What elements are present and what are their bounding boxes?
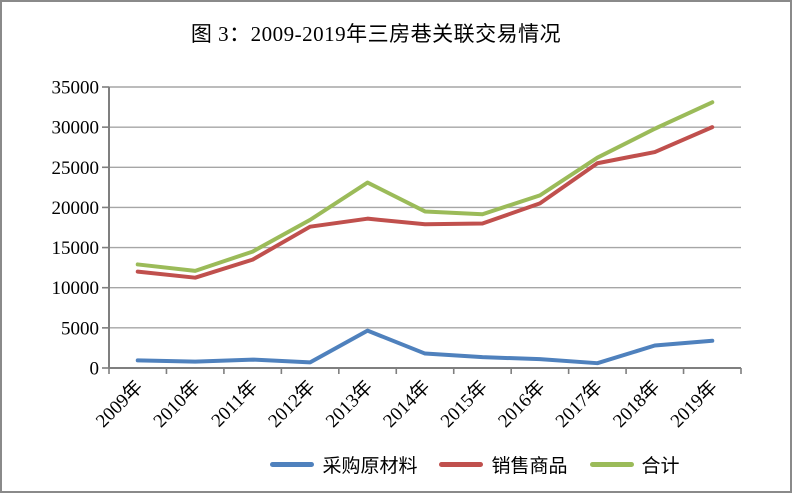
legend-marker-icon: [270, 462, 315, 467]
legend-item-2: 合计: [589, 451, 680, 478]
series-line-2: [135, 100, 715, 273]
legend-label: 合计: [641, 456, 680, 477]
x-axis-label: 2014年: [379, 376, 435, 432]
x-axis-label: 2015年: [436, 376, 492, 432]
x-axis-label: 2019年: [666, 376, 722, 432]
x-axis-label: 2017年: [551, 376, 607, 432]
series-line-0: [135, 328, 715, 366]
x-axis-label: 2012年: [264, 376, 320, 432]
legend-item-0: 采购原材料: [270, 451, 417, 478]
legend-label: 销售商品: [491, 456, 568, 477]
y-axis-label: 25000: [52, 158, 100, 179]
y-axis-label: 20000: [52, 198, 100, 219]
x-axis-label: 2018年: [608, 376, 664, 432]
y-axis-label: 0: [90, 359, 100, 380]
y-axis-label: 30000: [52, 118, 100, 139]
x-axis-label: 2011年: [207, 376, 262, 431]
legend-label: 采购原材料: [322, 456, 418, 477]
chart-title: 图 3：2009-2019年三房巷关联交易情况: [190, 22, 562, 46]
x-axis-label: 2016年: [494, 376, 550, 432]
x-axis-label: 2010年: [149, 376, 205, 432]
y-axis-label: 5000: [61, 318, 99, 339]
series-line-1: [135, 125, 715, 280]
y-axis-label: 35000: [52, 78, 100, 99]
legend-item-1: 销售商品: [439, 451, 568, 478]
y-axis-label: 15000: [52, 238, 100, 259]
legend: 采购原材料 销售商品 合计: [109, 451, 741, 478]
x-axis-label: 2013年: [321, 376, 377, 432]
x-axis-label: 2009年: [91, 376, 147, 432]
legend-marker-icon: [589, 462, 634, 467]
y-axis-label: 10000: [52, 278, 100, 299]
legend-marker-icon: [439, 462, 484, 467]
